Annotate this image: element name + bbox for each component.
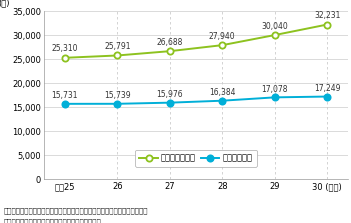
Line: 虐待判断件数: 虐待判断件数	[62, 93, 330, 107]
Text: 16,384: 16,384	[209, 88, 236, 97]
Text: 15,731: 15,731	[52, 91, 78, 101]
Text: 26,688: 26,688	[157, 38, 183, 47]
虐待判断件数	[63, 103, 67, 105]
Text: 15,976: 15,976	[157, 90, 183, 99]
Text: する法律に基づく対応状況等に関する調査結果」: する法律に基づく対応状況等に関する調査結果」	[4, 219, 101, 223]
相談・通報件数	[115, 54, 119, 57]
虐待判断件数	[115, 102, 119, 105]
Text: 32,231: 32,231	[314, 11, 340, 20]
Line: 相談・通報件数: 相談・通報件数	[62, 21, 330, 61]
相談・通報件数	[325, 23, 329, 26]
相談・通報件数	[168, 50, 172, 52]
相談・通報件数	[63, 56, 67, 59]
虐待判断件数	[273, 96, 277, 99]
虐待判断件数	[325, 95, 329, 98]
相談・通報件数	[273, 34, 277, 36]
Text: 25,310: 25,310	[52, 44, 78, 54]
Text: 17,078: 17,078	[261, 85, 288, 94]
Text: 25,791: 25,791	[104, 42, 131, 51]
Text: 30,040: 30,040	[261, 22, 288, 31]
Text: 15,739: 15,739	[104, 91, 131, 100]
虐待判断件数	[220, 99, 224, 102]
Legend: 相談・通報件数, 虐待判断件数: 相談・通報件数, 虐待判断件数	[135, 150, 257, 167]
虐待判断件数	[168, 101, 172, 104]
Text: 27,940: 27,940	[209, 32, 236, 41]
Text: 出典：厚生労働省「高齢者虐待の防止、高齢者の養護者に対する支援等に関: 出典：厚生労働省「高齢者虐待の防止、高齢者の養護者に対する支援等に関	[4, 207, 148, 214]
相談・通報件数	[220, 44, 224, 46]
Text: 17,249: 17,249	[314, 84, 340, 93]
Y-axis label: (件): (件)	[0, 0, 10, 8]
